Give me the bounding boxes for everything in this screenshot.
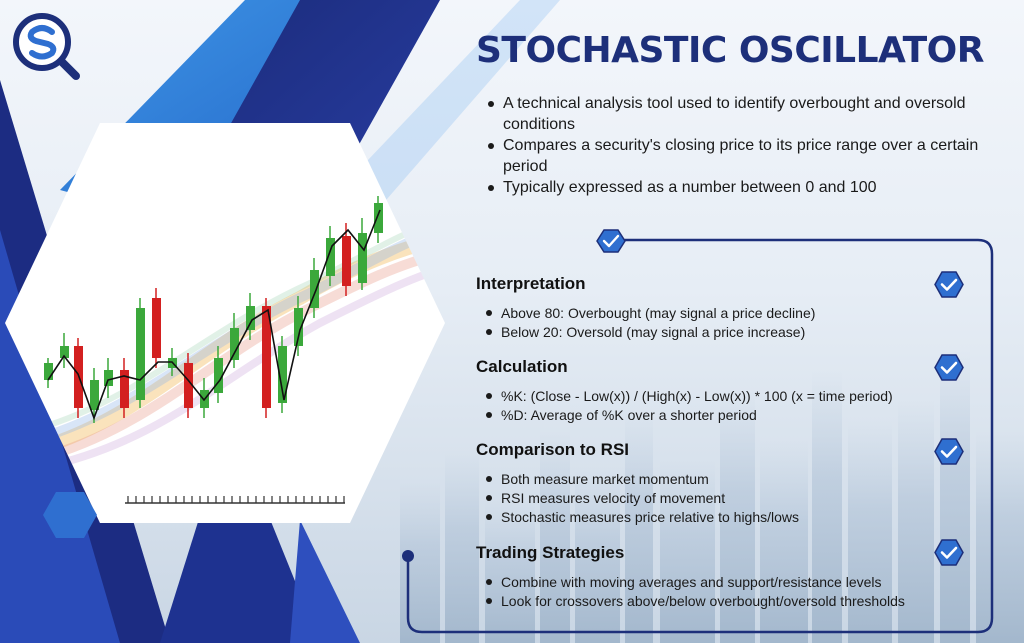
list-item: %D: Average of %K over a shorter period	[484, 406, 996, 425]
candle-body	[294, 308, 303, 346]
candle-body	[358, 233, 367, 283]
section-heading: Comparison to RSI	[476, 440, 630, 459]
intro-point: Typically expressed as a number between …	[486, 177, 996, 198]
section-list: Above 80: Overbought (may signal a price…	[484, 304, 996, 342]
candle-body	[374, 203, 383, 233]
intro-point: A technical analysis tool used to identi…	[486, 93, 996, 135]
candle-body	[230, 328, 239, 360]
candle-body	[152, 298, 161, 358]
section-list: Both measure market momentum RSI measure…	[484, 470, 996, 527]
candle-body	[246, 306, 255, 330]
candle-body	[44, 363, 53, 380]
section-list: %K: (Close - Low(x)) / (High(x) - Low(x)…	[484, 387, 996, 425]
candle-body	[262, 306, 271, 408]
candle-body	[120, 370, 129, 408]
check-hexagon-icon	[934, 438, 964, 465]
section-heading: Calculation	[476, 357, 568, 376]
check-hexagon-icon	[934, 354, 964, 381]
section-list: Combine with moving averages and support…	[484, 573, 996, 611]
candle-body	[136, 308, 145, 400]
section-interpretation: Interpretation Above 80: Overbought (may…	[476, 274, 996, 342]
list-item: Look for crossovers above/below overboug…	[484, 592, 996, 611]
candle-body	[342, 236, 351, 286]
candle-body	[60, 346, 69, 358]
candlestick-chart-hexagon	[5, 123, 445, 523]
section-trading-strategies: Trading Strategies Combine with moving a…	[476, 543, 996, 611]
candle-body	[90, 380, 99, 410]
list-item: Both measure market momentum	[484, 470, 996, 489]
candle-body	[214, 358, 223, 393]
candle-body	[278, 346, 287, 403]
intro-list: A technical analysis tool used to identi…	[486, 93, 996, 198]
candle-body	[104, 370, 113, 386]
list-item: RSI measures velocity of movement	[484, 489, 996, 508]
list-item: %K: (Close - Low(x)) / (High(x) - Low(x)…	[484, 387, 996, 406]
section-heading: Interpretation	[476, 274, 586, 293]
section-heading: Trading Strategies	[476, 543, 625, 562]
intro-point: Compares a security's closing price to i…	[486, 135, 996, 177]
section-comparison-rsi: Comparison to RSI Both measure market mo…	[476, 440, 996, 527]
page-title: STOCHASTIC OSCILLATOR	[476, 30, 985, 71]
sq-magnifier-logo	[13, 13, 80, 80]
candle-body	[326, 238, 335, 276]
list-item: Below 20: Oversold (may signal a price i…	[484, 323, 996, 342]
list-item: Above 80: Overbought (may signal a price…	[484, 304, 996, 323]
check-hexagon-icon	[934, 271, 964, 298]
candle-body	[184, 363, 193, 408]
list-item: Stochastic measures price relative to hi…	[484, 508, 996, 527]
candle-body	[310, 270, 319, 308]
check-hexagon-icon	[934, 539, 964, 566]
decorative-small-hexagon	[43, 492, 97, 538]
section-calculation: Calculation %K: (Close - Low(x)) / (High…	[476, 357, 996, 425]
list-item: Combine with moving averages and support…	[484, 573, 996, 592]
